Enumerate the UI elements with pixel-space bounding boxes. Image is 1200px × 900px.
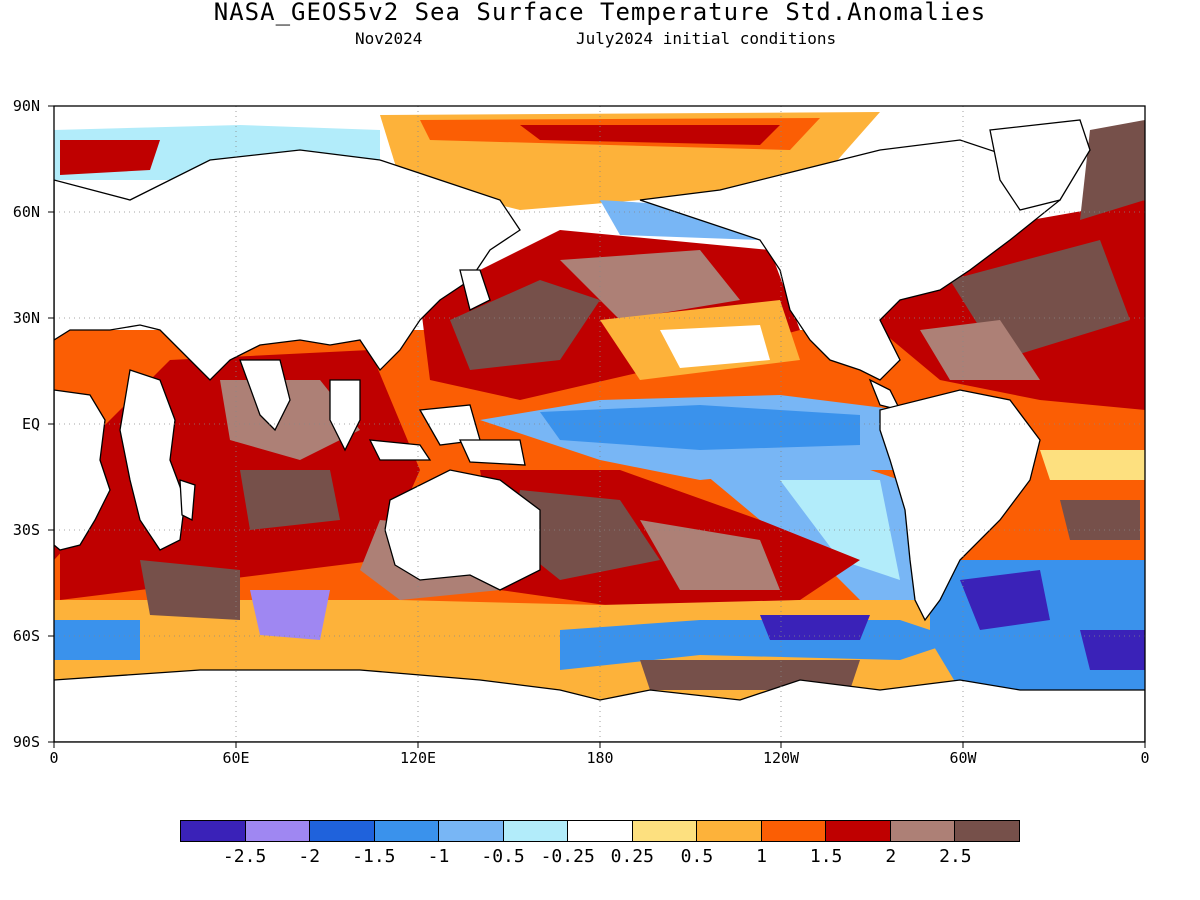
initial-conditions: July2024 initial conditions — [576, 29, 837, 48]
colorbar-label: -1 — [427, 846, 450, 867]
colorbar-cell — [632, 821, 698, 841]
colorbar-label: -2 — [298, 846, 321, 867]
colorbar-cell — [697, 821, 762, 841]
colorbar-cell — [374, 821, 440, 841]
colorbar-cell — [826, 821, 891, 841]
forecast-month: Nov2024 — [355, 29, 423, 48]
colorbar-label: 0.25 — [610, 846, 654, 867]
lon-label-120w: 120W — [762, 749, 800, 767]
page-title: NASA_GEOS5v2 Sea Surface Temperature Std… — [213, 0, 987, 26]
colorbar-label: -2.5 — [222, 846, 267, 867]
lon-label-120e: 120E — [399, 749, 437, 767]
colorbar-label: 1.5 — [809, 846, 843, 867]
lat-label-90n: 90N — [12, 97, 40, 115]
lon-label-60w: 60W — [949, 749, 977, 767]
colorbar-cell — [890, 821, 956, 841]
colorbar-label: -1.5 — [352, 846, 396, 867]
colorbar-label: 2.5 — [939, 846, 972, 867]
anomaly-field — [54, 112, 1145, 700]
colorbar-cell — [761, 821, 827, 841]
lat-label-90s: 90S — [12, 733, 40, 751]
colorbar-cell — [955, 821, 1019, 841]
lat-label-60s: 60S — [12, 627, 40, 645]
axis-ticks — [48, 105, 1146, 748]
colorbar-cell — [181, 821, 246, 841]
graticule — [54, 106, 1145, 742]
lat-label-30s: 30S — [12, 521, 40, 539]
colorbar-label: 2 — [885, 846, 897, 867]
lat-label-eq: EQ — [21, 415, 40, 433]
colorbar-cell — [310, 821, 375, 841]
colorbar — [180, 820, 1020, 842]
colorbar-label: 1 — [756, 846, 767, 867]
colorbar-cell — [245, 821, 311, 841]
lon-label-60e: 60E — [222, 749, 250, 767]
colorbar-cell — [439, 821, 504, 841]
colorbar-cell — [503, 821, 569, 841]
colorbar-label: 0.5 — [680, 846, 714, 867]
lon-label-0: 0 — [49, 749, 59, 767]
lat-label-60n: 60N — [12, 203, 40, 221]
colorbar-cell — [568, 821, 633, 841]
lon-label-0-east: 0 — [1140, 749, 1150, 767]
lon-label-180: 180 — [586, 749, 614, 767]
colorbar-label: -0.5 — [481, 846, 525, 867]
colorbar-label: -0.25 — [540, 846, 595, 867]
land-masses — [54, 119, 1145, 742]
lat-label-30n: 30N — [12, 309, 40, 327]
